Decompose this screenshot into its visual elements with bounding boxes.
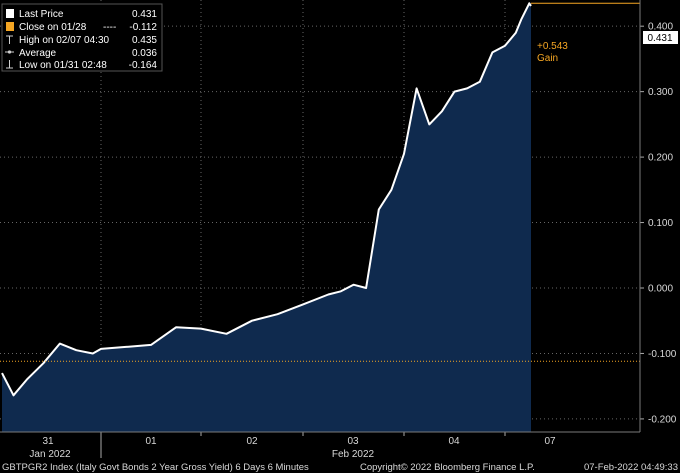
average-marker-icon — [5, 50, 14, 54]
legend-average-label: Average — [19, 48, 57, 59]
last-value-tag: 0.431 — [643, 31, 678, 44]
footer-copyright: Copyright© 2022 Bloomberg Finance L.P. — [360, 462, 535, 473]
change-value: +0.543 — [537, 41, 568, 52]
y-tick-label: -0.200 — [648, 414, 677, 425]
legend-average-value: 0.036 — [132, 48, 157, 59]
y-tick-label: 0.000 — [648, 284, 673, 295]
price-area — [1, 2, 640, 433]
footer-security: GBTPGR2 Index (Italy Govt Bonds 2 Year G… — [2, 462, 309, 473]
x-tick-label: 02 — [246, 436, 258, 447]
y-axis-ticks: -0.200 -0.100 0.000 0.100 0.200 0.300 0.400 — [640, 22, 677, 425]
x-tick-label: 03 — [347, 436, 359, 447]
legend-low-value: -0.164 — [129, 60, 158, 71]
legend-background — [1, 3, 163, 72]
y-tick-label: -0.100 — [648, 349, 677, 360]
y-tick-label: 0.400 — [648, 22, 673, 33]
x-tick-label: 07 — [544, 436, 556, 447]
y-tick-label: 0.200 — [648, 153, 673, 164]
y-tick-label: 0.100 — [648, 218, 673, 229]
legend-high-label: High on 02/07 04:30 — [19, 35, 110, 46]
price-line — [1, 2, 532, 397]
legend-close-value: -0.112 — [129, 22, 157, 33]
x-tick-label: 04 — [448, 436, 460, 447]
legend: Last Price 0.431 Close on 01/28 ---- -0.… — [1, 3, 163, 72]
orange-square-icon — [6, 22, 14, 31]
x-group-label: Feb 2022 — [332, 449, 375, 460]
x-tick-label: 31 — [42, 436, 54, 447]
change-label: Gain — [537, 53, 558, 64]
area-fill — [2, 3, 531, 433]
legend-close-dash: ---- — [103, 22, 116, 33]
y-tick-label: 0.300 — [648, 87, 673, 98]
footer-timestamp: 07-Feb-2022 04:49:33 — [584, 462, 678, 473]
white-square-icon — [6, 9, 14, 18]
legend-high-value: 0.435 — [132, 35, 157, 46]
low-marker-icon — [6, 60, 13, 69]
last-value-tag-box — [643, 31, 678, 44]
legend-last-price-value: 0.431 — [132, 9, 157, 20]
last-value-tag-text: 0.431 — [647, 33, 672, 44]
high-marker-icon — [6, 35, 13, 44]
legend-low-label: Low on 01/31 02:48 — [19, 60, 107, 71]
x-axis-ticks: 31 01 02 03 04 07 Jan 2022 Feb 2022 — [29, 432, 556, 460]
x-group-label: Jan 2022 — [29, 449, 71, 460]
x-tick-label: 01 — [145, 436, 157, 447]
legend-last-price-label: Last Price — [19, 9, 64, 20]
legend-close-label: Close on 01/28 — [19, 22, 87, 33]
